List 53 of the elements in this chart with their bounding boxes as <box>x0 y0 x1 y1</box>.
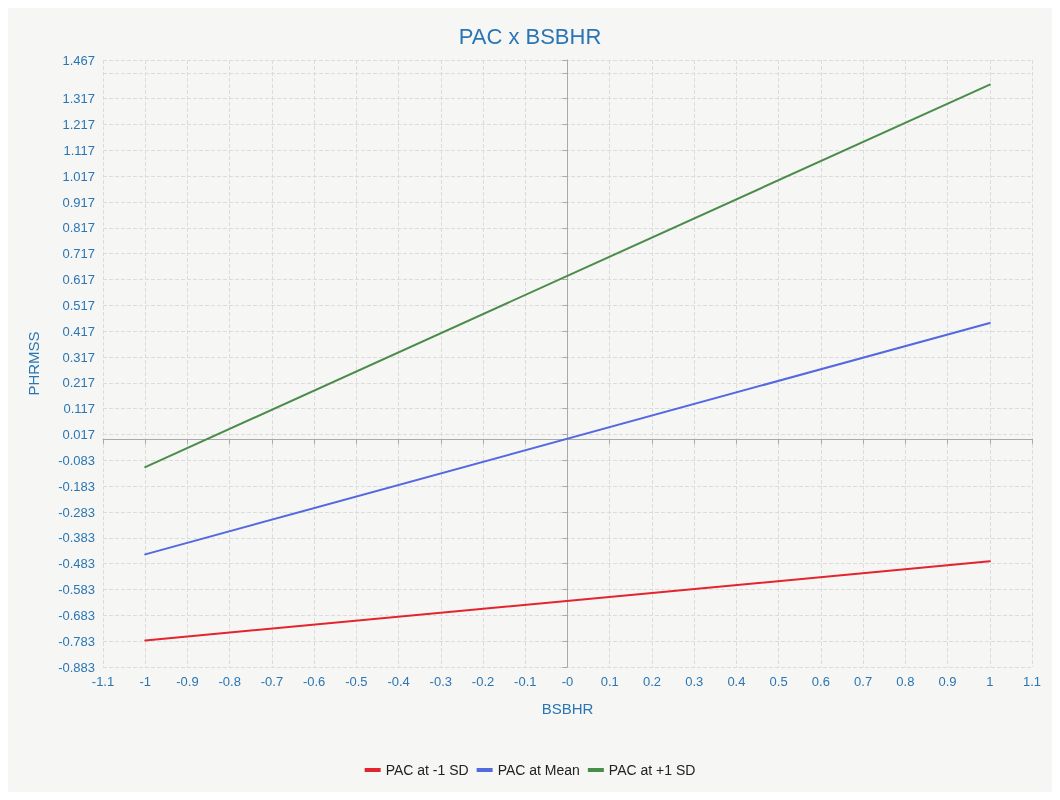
y-tick-label: 1.317 <box>62 91 95 107</box>
y-tick-label: -0.083 <box>58 452 95 468</box>
y-tick-label: -0.583 <box>58 582 95 598</box>
x-tick-label: -0.2 <box>471 674 495 689</box>
x-tick-label: 0.8 <box>896 674 915 689</box>
x-tick-label: -0.7 <box>260 674 284 689</box>
y-tick-label: 1.217 <box>62 117 95 133</box>
y-tick-label: 1.117 <box>63 142 95 158</box>
x-tick-label: 0.1 <box>600 674 619 689</box>
y-tick-label: 0.717 <box>62 246 95 262</box>
legend-label: PAC at Mean <box>497 762 580 778</box>
y-tick-label: 1.017 <box>62 168 95 184</box>
y-tick-label: 0.517 <box>62 297 95 313</box>
x-tick-label: -0.1 <box>514 674 537 689</box>
y-tick-label: -0.283 <box>58 504 95 520</box>
x-tick-label: 1 <box>986 674 994 689</box>
y-tick-label: 0.817 <box>62 220 95 236</box>
y-tick-label: 0.017 <box>62 427 95 443</box>
y-tick-label: 0.417 <box>62 323 95 339</box>
x-tick-label: 0.7 <box>854 674 873 689</box>
y-axis-title: PHRMSS <box>25 331 42 396</box>
y-tick-label: -0.483 <box>58 556 95 572</box>
x-tick-label: -1.1 <box>91 674 115 689</box>
y-tick-label: 0.917 <box>62 194 95 210</box>
y-tick-label: 0.117 <box>63 401 95 417</box>
x-tick-label: 1.1 <box>1022 674 1042 689</box>
y-tick-label: -0.383 <box>58 530 95 546</box>
x-tick-label: -0 <box>561 674 574 689</box>
x-tick-label: -0.6 <box>302 674 326 689</box>
y-tick-label: -0.183 <box>58 478 95 494</box>
legend-label: PAC at +1 SD <box>608 762 696 778</box>
x-tick-label: 0.4 <box>727 674 746 689</box>
y-tick-label: -0.683 <box>58 607 95 623</box>
legend-label: PAC at -1 SD <box>385 762 469 778</box>
y-tick-label: 1.467 <box>62 52 95 68</box>
x-tick-label: 0.3 <box>685 674 704 689</box>
x-tick-label: -1 <box>139 674 152 689</box>
y-tick-label: 0.217 <box>62 375 95 391</box>
x-tick-label: 0.9 <box>938 674 957 689</box>
x-tick-label: -0.3 <box>429 674 453 689</box>
x-axis-title: BSBHR <box>541 700 594 717</box>
y-tick-label: -0.883 <box>58 659 95 675</box>
x-tick-label: -0.5 <box>345 674 368 689</box>
x-tick-label: 0.5 <box>769 674 788 689</box>
x-tick-label: -0.4 <box>387 674 410 689</box>
x-tick-label: 0.2 <box>642 674 661 689</box>
y-tick-label: -0.783 <box>58 633 95 649</box>
y-tick-label: 0.317 <box>62 349 95 365</box>
x-tick-label: 0.6 <box>811 674 830 689</box>
chart-title: PAC x BSBHR <box>458 23 602 49</box>
x-tick-label: -0.8 <box>218 674 241 689</box>
y-tick-label: 0.617 <box>62 272 95 288</box>
x-tick-label: -0.9 <box>176 674 199 689</box>
